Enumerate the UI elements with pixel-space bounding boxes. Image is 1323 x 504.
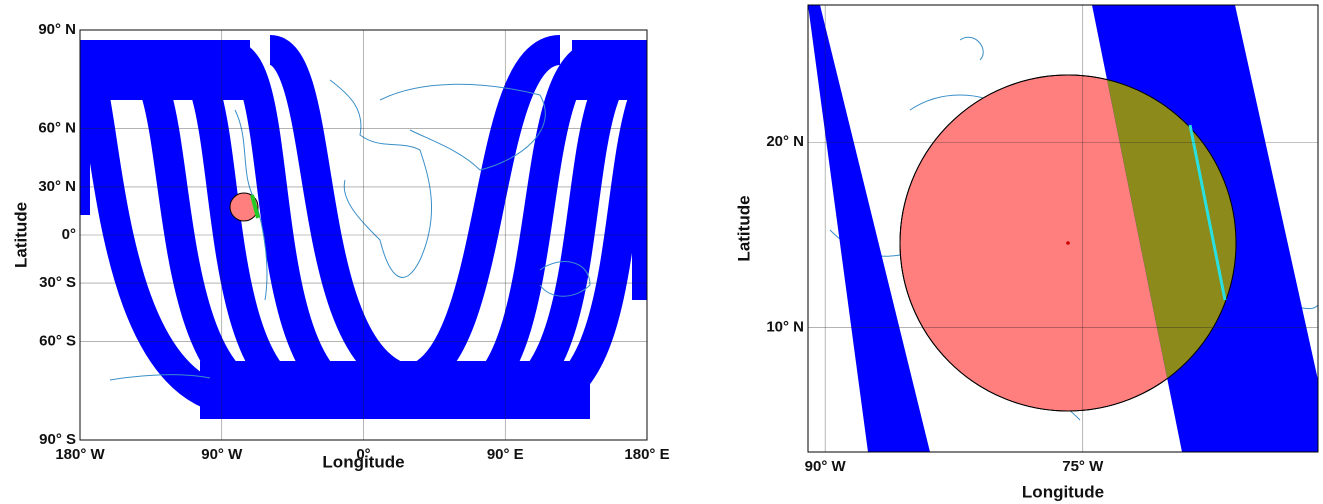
x-tick-label: 75° W	[1062, 458, 1104, 475]
frame	[807, 4, 1319, 453]
x-tick-label: 0°	[356, 446, 370, 463]
y-tick-label: 30° N	[38, 178, 76, 195]
y-tick-label: 20° N	[766, 133, 804, 150]
x-axis-label: Longitude	[1022, 482, 1104, 501]
y-tick-label: 0°	[62, 226, 76, 243]
circle-outline	[899, 74, 1237, 412]
x-tick-label: 90° W	[805, 458, 847, 475]
x-tick-label: 90° W	[201, 446, 243, 463]
swath-overlap	[1092, 75, 1236, 411]
track	[1188, 124, 1227, 301]
x-axis-label: Longitude	[322, 452, 404, 471]
x-tick-label: 90° E	[487, 446, 524, 463]
x-tick-label: 180° W	[55, 446, 105, 463]
x-tick-label: 180° E	[624, 446, 669, 463]
y-tick-label: 90° N	[38, 21, 76, 38]
swaths	[80, 35, 647, 419]
center-point	[1066, 241, 1070, 245]
swath	[808, 5, 930, 452]
y-tick-label: 60° S	[39, 332, 76, 349]
y-tick-label: 10° N	[766, 319, 804, 336]
track	[250, 194, 260, 219]
coverage-circle	[229, 192, 259, 222]
y-axis-label: Latitude	[11, 202, 30, 268]
y-tick-label: 30° S	[39, 274, 76, 291]
y-tick-label: 90° S	[39, 431, 76, 448]
y-axis-label: Latitude	[734, 195, 753, 261]
y-tick-label: 60° N	[38, 119, 76, 136]
